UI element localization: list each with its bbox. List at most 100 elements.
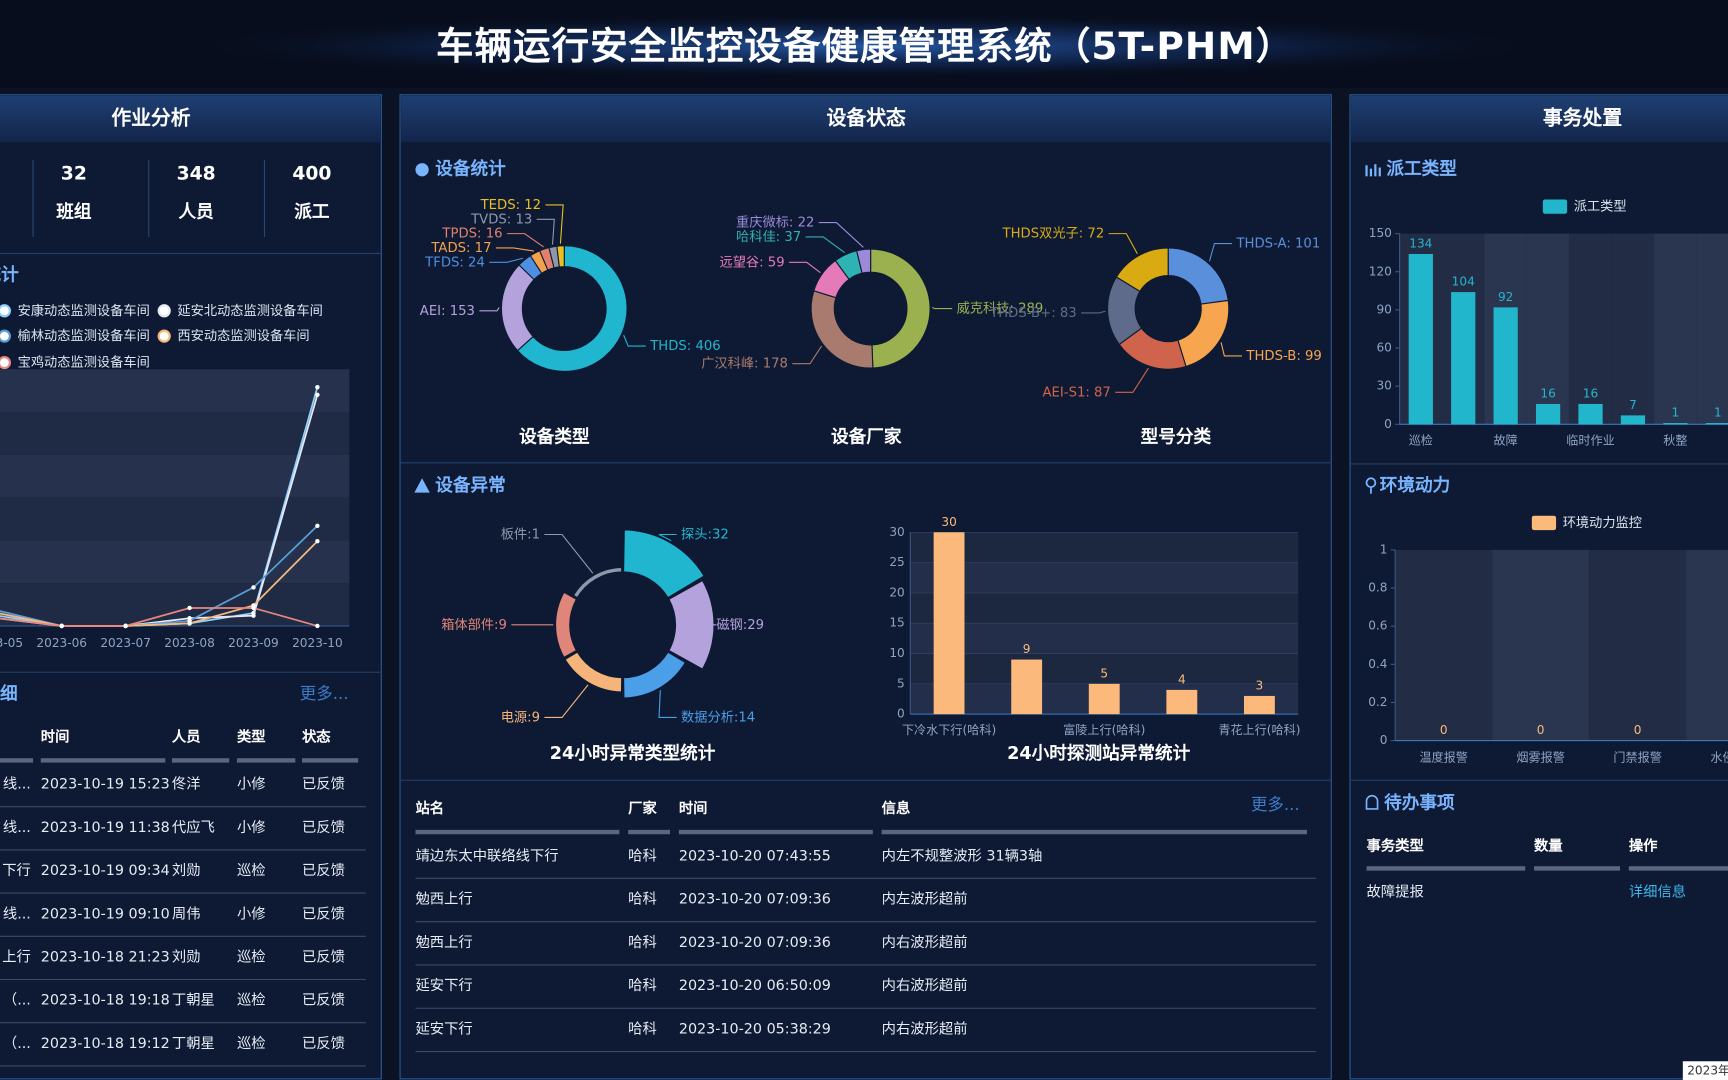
bar [1088, 683, 1120, 715]
y-tick-label: 30 [889, 525, 904, 539]
x-tick-label: 烟雾报警 [1516, 750, 1564, 765]
table-cell: 已反馈 [302, 948, 345, 965]
footer-box [1682, 1061, 1728, 1080]
section-title: 设备异常 [435, 474, 506, 496]
panel-header [0, 95, 381, 143]
legend-marker [0, 355, 12, 370]
plot-band [1526, 233, 1570, 425]
bar [1663, 423, 1688, 425]
table-cell: 代应飞 [172, 818, 215, 836]
table-cell: 已反馈 [302, 1035, 345, 1052]
value-label: 104 [1452, 275, 1475, 289]
bar [1493, 307, 1518, 425]
table-cell: 下行 [2, 862, 31, 879]
data-point [251, 605, 256, 611]
x-tick-label: 2023-08 [164, 636, 215, 650]
table-cell: 哈科 [628, 1021, 657, 1038]
table-cell: 内左不规整波形 31辆3轴 [882, 847, 1043, 864]
table-cell: 勉西上行 [415, 891, 472, 908]
section-title: 待办事项 [1384, 791, 1455, 813]
section-title: 明细 [0, 682, 18, 704]
plot-band [1696, 233, 1728, 425]
value-label: 0 [1537, 723, 1545, 737]
chart-title: 设备厂家 [831, 426, 902, 448]
pie-slice [870, 248, 931, 369]
detail-link[interactable]: 详细信息 [1629, 884, 1686, 901]
x-tick-label: 2023-09 [228, 636, 279, 650]
header-underline [0, 758, 34, 763]
legend-marker [0, 304, 12, 318]
x-tick-label: 巡检 [1409, 432, 1433, 447]
pie-slice [668, 579, 715, 670]
table-cell: 2023-10-18 19:12 [41, 1036, 170, 1052]
table-cell: 2023-10-20 07:09:36 [679, 892, 831, 908]
pie-slice [564, 651, 623, 693]
plot-band [910, 623, 1299, 654]
chart-title: 24小时异常类型统计 [550, 742, 716, 764]
table-cell: 线... [3, 776, 31, 793]
table-header: 数量 [1534, 836, 1563, 854]
legend-label: 环境动力监控 [1563, 515, 1642, 531]
y-tick-label: 120 [1369, 264, 1392, 278]
table-cell: （... [3, 1035, 31, 1052]
slice-label: 板件:1 [501, 526, 540, 542]
leader-line [789, 261, 821, 274]
plot-band [910, 592, 1299, 624]
leader-line [506, 233, 544, 248]
table-cell: 丁朝星 [172, 992, 215, 1009]
data-point [315, 523, 320, 529]
legend-swatch [1531, 515, 1557, 531]
table-cell: 刘勋 [172, 862, 201, 879]
pie-slice [554, 591, 578, 659]
header-glow [181, 13, 1549, 80]
x-tick-label: 秋整 [1663, 432, 1687, 447]
y-tick-label: 10 [889, 646, 904, 660]
value-label: 1 [1714, 406, 1722, 420]
table-cell: 线... [3, 819, 31, 836]
slice-label: TVDS: 13 [470, 212, 532, 227]
slice-label: THDS-B: 99 [1245, 349, 1321, 364]
value-label: 3 [1256, 679, 1264, 693]
data-point [187, 621, 192, 626]
value-label: 30 [941, 515, 956, 529]
slice-label: 探头:32 [681, 526, 729, 542]
bell-icon [1365, 794, 1379, 810]
leader-line [1220, 342, 1242, 357]
table-cell: 延安下行 [415, 1021, 472, 1038]
stat-value: 348 [177, 164, 216, 185]
more-link[interactable]: 更多... [1251, 795, 1300, 814]
value-label: 92 [1498, 290, 1513, 304]
pie-slice [572, 566, 623, 599]
slice-label: THDS-B+: 83 [989, 306, 1077, 321]
slice-label: 电源:9 [501, 709, 540, 725]
table-cell: 已反馈 [302, 992, 345, 1009]
legend-label: 西安动态监测设备车间 [177, 327, 309, 344]
value-label: 16 [1540, 387, 1555, 401]
table-cell: 巡检 [237, 992, 266, 1009]
bar [1011, 659, 1043, 715]
table-cell: 2023-10-20 07:09:36 [679, 935, 831, 951]
table-cell: 2023-10-20 07:43:55 [679, 848, 831, 864]
table-cell: 内右波形超前 [882, 1021, 968, 1038]
table-header: 事务类型 [1367, 836, 1424, 854]
plot-band [0, 540, 350, 584]
table-cell: 哈科 [628, 847, 657, 864]
y-tick-label: 0 [897, 707, 905, 721]
leader-line [489, 257, 524, 263]
header-underline [1366, 866, 1526, 871]
data-point [187, 605, 192, 611]
more-link[interactable]: 更多... [300, 684, 349, 703]
chart-title: 24小时探测站异常统计 [1007, 742, 1191, 764]
legend-marker [0, 329, 12, 343]
table-cell: 内右波形超前 [882, 934, 968, 951]
slice-label: THDS: 406 [649, 339, 720, 354]
legend-label: 延安北动态监测设备车间 [177, 302, 322, 319]
value-label: 7 [1629, 398, 1637, 412]
slice-label: 威克科技: 289 [957, 301, 1044, 317]
bar [933, 532, 965, 715]
data-point [315, 623, 320, 629]
table-cell: 已反馈 [302, 905, 345, 922]
data-point [123, 623, 128, 629]
header-underline [678, 829, 873, 835]
